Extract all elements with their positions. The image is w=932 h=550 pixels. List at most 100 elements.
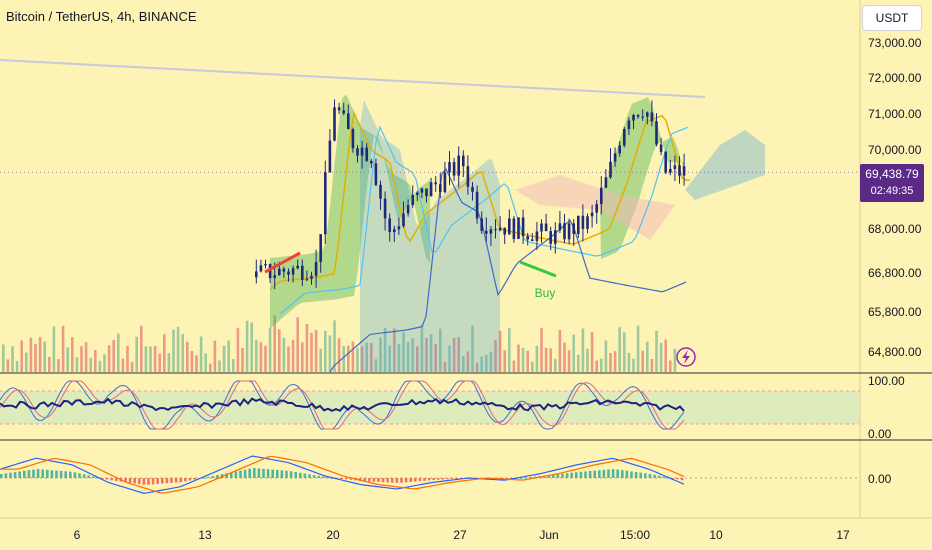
candle-body bbox=[604, 177, 608, 188]
price-tick-70000: 70,000.00 bbox=[868, 143, 922, 157]
volume-bar bbox=[273, 315, 276, 372]
volume-bar bbox=[61, 325, 65, 372]
candle-body bbox=[590, 212, 594, 217]
macd-histogram-bar bbox=[101, 478, 104, 479]
macd-histogram-bar bbox=[110, 478, 113, 481]
volume-bar bbox=[71, 337, 74, 372]
macd-histogram-bar bbox=[349, 478, 353, 480]
green-cloud bbox=[270, 94, 430, 329]
volume-bar bbox=[480, 356, 483, 372]
volume-bar bbox=[379, 337, 382, 372]
lightning-icon[interactable] bbox=[676, 347, 696, 367]
volume-bar bbox=[144, 346, 148, 372]
volume-bar bbox=[448, 345, 451, 372]
macd-histogram-bar bbox=[211, 475, 215, 478]
volume-bar bbox=[190, 351, 194, 372]
candle-body bbox=[397, 226, 401, 230]
macd-histogram-bar bbox=[561, 473, 564, 478]
macd-histogram-bar bbox=[271, 469, 274, 478]
volume-bar bbox=[489, 351, 493, 372]
macd-histogram-bar bbox=[395, 478, 399, 483]
volume-bar bbox=[236, 328, 240, 372]
macd-histogram-bar bbox=[9, 472, 12, 478]
macd-histogram-bar bbox=[41, 469, 44, 478]
volume-bar bbox=[508, 328, 511, 372]
macd-histogram-bar bbox=[386, 478, 389, 483]
volume-bar bbox=[452, 337, 456, 372]
candle-body bbox=[443, 172, 447, 193]
candle-body bbox=[273, 275, 276, 279]
volume-bar bbox=[567, 350, 571, 372]
volume-bar bbox=[365, 342, 368, 372]
volume-bar bbox=[305, 324, 309, 372]
main-price-pane[interactable] bbox=[0, 59, 860, 373]
volume-bar bbox=[535, 345, 539, 372]
macd-histogram-bar bbox=[358, 478, 362, 481]
volume-bar bbox=[232, 358, 235, 372]
macd-histogram-bar bbox=[234, 471, 238, 478]
macd-histogram-bar bbox=[50, 470, 54, 478]
macd-histogram-bar bbox=[588, 471, 592, 478]
volume-bar bbox=[130, 362, 134, 372]
volume-bar bbox=[406, 342, 410, 372]
macd-histogram-bar bbox=[230, 472, 233, 478]
volume-bar bbox=[264, 345, 267, 372]
price-tick-64800: 64,800.00 bbox=[868, 345, 922, 359]
volume-bar bbox=[176, 326, 180, 372]
volume-bar bbox=[641, 350, 644, 372]
currency-button[interactable]: USDT bbox=[862, 5, 922, 31]
volume-bar bbox=[586, 348, 589, 372]
price-axis[interactable]: 73,000.00 72,000.00 71,000.00 70,000.00 … bbox=[868, 36, 922, 486]
volume-bar bbox=[181, 334, 184, 372]
volume-bar bbox=[268, 327, 272, 372]
macd-histogram-bar bbox=[648, 473, 652, 478]
volume-bar bbox=[600, 358, 603, 372]
candle-body bbox=[544, 223, 548, 232]
candle-body bbox=[678, 165, 681, 176]
volume-bar bbox=[195, 355, 198, 372]
price-tick-72000: 72,000.00 bbox=[868, 71, 922, 85]
macd-histogram-bar bbox=[607, 469, 610, 478]
macd-histogram-bar bbox=[432, 478, 435, 481]
stoch-rsi-k-line bbox=[0, 380, 685, 430]
volume-bar bbox=[126, 345, 129, 372]
volume-bar bbox=[604, 340, 608, 372]
macd-signal-line bbox=[0, 455, 685, 494]
candle-body bbox=[659, 144, 663, 152]
candle-body bbox=[287, 271, 290, 275]
volume-bar bbox=[351, 341, 355, 372]
candle-body bbox=[586, 216, 589, 229]
macd-histogram-bar bbox=[64, 471, 67, 478]
volume-bar bbox=[11, 346, 14, 372]
candle-body bbox=[347, 113, 350, 130]
volume-bar bbox=[121, 358, 125, 372]
volume-bar bbox=[250, 322, 253, 372]
symbol-title[interactable]: Bitcoin / TetherUS, 4h, BINANCE bbox=[6, 9, 197, 24]
macd-histogram-bar bbox=[285, 470, 288, 478]
volume-bar bbox=[278, 329, 281, 372]
candle-body bbox=[305, 278, 309, 280]
time-tick-20: 20 bbox=[326, 528, 340, 542]
macd-histogram-bar bbox=[207, 476, 210, 478]
volume-bar bbox=[420, 325, 424, 372]
macd-histogram-bar bbox=[634, 472, 638, 478]
candle-body bbox=[370, 160, 373, 164]
candle-body bbox=[512, 218, 516, 239]
volume-bar bbox=[498, 330, 502, 372]
macd-histogram-bar bbox=[257, 468, 261, 478]
volume-bar bbox=[485, 354, 488, 372]
volume-bar bbox=[34, 344, 37, 372]
macd-histogram-bar bbox=[653, 474, 656, 478]
candle-body bbox=[572, 223, 575, 234]
candle-body bbox=[577, 215, 580, 234]
volume-bar bbox=[429, 333, 433, 372]
candle-body bbox=[452, 162, 456, 176]
time-axis[interactable]: 6 13 20 27 Jun 15:00 10 17 bbox=[74, 528, 850, 542]
macd-pane[interactable] bbox=[0, 455, 860, 494]
ma-cyan bbox=[279, 125, 689, 315]
candle-body bbox=[278, 268, 281, 276]
volume-bar bbox=[356, 347, 359, 372]
volume-bar bbox=[48, 356, 51, 372]
stoch-rsi-pane[interactable] bbox=[0, 380, 860, 430]
